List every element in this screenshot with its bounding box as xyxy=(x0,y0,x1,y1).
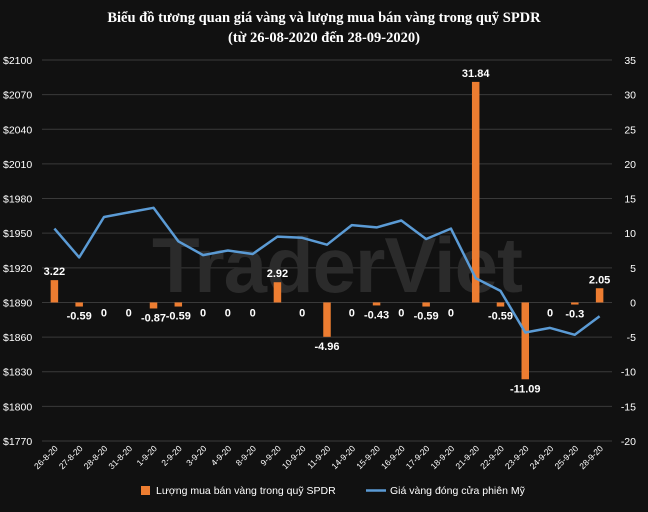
x-axis-tick-label: 25-9-20 xyxy=(552,443,580,471)
bar xyxy=(521,302,530,380)
x-axis-tick-label: 14-9-20 xyxy=(329,443,357,471)
x-axis-tick-label: 27-8-20 xyxy=(57,443,85,471)
x-axis-tick-label: 1-9-20 xyxy=(134,443,159,468)
bar-data-label: 0 xyxy=(225,307,231,319)
right-axis-tick-label: 5 xyxy=(630,263,636,275)
x-axis-tick-label: 21-9-20 xyxy=(453,443,481,471)
x-axis-tick-label: 18-9-20 xyxy=(429,443,457,471)
bar xyxy=(595,288,604,303)
bar xyxy=(323,302,331,337)
x-axis-tick-label: 8-9-20 xyxy=(234,443,259,468)
x-axis-tick-label: 24-9-20 xyxy=(528,443,556,471)
right-axis-tick-label: 20 xyxy=(624,159,636,171)
watermark: TraderViet xyxy=(152,221,523,309)
bar-data-label: 0 xyxy=(398,307,404,319)
bar-data-label: 0 xyxy=(448,307,454,319)
left-axis-tick-label: $1950 xyxy=(3,228,32,240)
right-axis-tick-label: -15 xyxy=(621,401,636,413)
bar-data-label: -4.96 xyxy=(314,341,339,353)
bar-data-label: -0.59 xyxy=(488,311,513,323)
bar xyxy=(149,302,158,309)
bar-data-label: 2.92 xyxy=(267,268,288,280)
chart-title: Biểu đồ tương quan giá vàng và lượng mua… xyxy=(107,10,541,26)
bar-data-label: 0 xyxy=(250,307,256,319)
right-axis-tick-label: -20 xyxy=(621,436,636,448)
x-axis-tick-label: 10-9-20 xyxy=(280,443,308,471)
bar xyxy=(174,302,183,307)
right-axis-tick-label: 10 xyxy=(624,228,636,240)
bar-data-label: 0 xyxy=(547,307,553,319)
left-axis-tick-label: $1890 xyxy=(3,297,32,309)
bar xyxy=(273,282,282,303)
x-axis-tick-label: 31-8-20 xyxy=(106,443,134,471)
bar-data-label: -0.59 xyxy=(166,311,191,323)
left-axis-tick-label: $2010 xyxy=(3,159,32,171)
bar xyxy=(496,302,505,307)
line-series xyxy=(53,206,601,337)
bar xyxy=(571,302,579,305)
bar-data-label: 2.05 xyxy=(589,274,610,286)
bar xyxy=(471,81,480,303)
x-axis-tick-label: 15-9-20 xyxy=(354,443,382,471)
bar-data-label: 0 xyxy=(126,307,132,319)
bar-data-label: 3.22 xyxy=(44,266,65,278)
legend-label-line: Giá vàng đóng cửa phiên Mỹ xyxy=(390,485,526,497)
right-axis-tick-label: 35 xyxy=(624,55,636,67)
right-axis-tick-label: 25 xyxy=(624,124,636,136)
bar-data-label: 0 xyxy=(349,307,355,319)
right-axis-tick-label: 0 xyxy=(630,297,636,309)
left-axis-tick-label: $1830 xyxy=(3,367,32,379)
bar-data-label: -0.87 xyxy=(141,312,166,324)
x-axis-tick-label: 11-9-20 xyxy=(305,443,333,471)
bar xyxy=(50,280,59,303)
x-axis-tick-label: 22-9-20 xyxy=(478,443,506,471)
x-axis-tick-label: 17-9-20 xyxy=(404,443,432,471)
left-axis-tick-label: $1980 xyxy=(3,194,32,206)
left-axis-tick-label: $1860 xyxy=(3,332,32,344)
bar-data-label: 0 xyxy=(299,307,305,319)
x-axis-tick-label: 4-9-20 xyxy=(209,443,234,468)
bar-data-label: -0.59 xyxy=(414,311,439,323)
left-axis-tick-label: $1770 xyxy=(3,436,32,448)
bar-data-label: -0.43 xyxy=(364,309,389,321)
legend-label-bar: Lượng mua bán vàng trong quỹ SPDR xyxy=(156,485,336,497)
legend-swatch-bar xyxy=(141,486,150,495)
right-axis-tick-label: -5 xyxy=(627,332,636,344)
bar xyxy=(75,302,83,307)
right-axis-tick-label: 30 xyxy=(624,90,636,102)
x-axis-tick-label: 28-9-20 xyxy=(577,443,605,471)
bar xyxy=(422,302,430,307)
x-axis-tick-label: 3-9-20 xyxy=(184,443,209,468)
bar-data-label: 0 xyxy=(101,307,107,319)
x-axis-tick-label: 28-8-20 xyxy=(82,443,110,471)
left-axis-tick-label: $1800 xyxy=(3,401,32,413)
bar-data-label: 31.84 xyxy=(462,68,490,80)
x-axis-tick-label: 16-9-20 xyxy=(379,443,407,471)
bar xyxy=(372,302,381,306)
left-axis-tick-label: $1920 xyxy=(3,263,32,275)
right-axis-tick-label: 15 xyxy=(624,194,636,206)
x-axis-tick-label: 2-9-20 xyxy=(159,443,184,468)
left-axis-tick-label: $2100 xyxy=(3,55,32,67)
left-axis-tick-label: $2040 xyxy=(3,124,32,136)
left-axis-tick-label: $2070 xyxy=(3,90,32,102)
x-axis-tick-label: 26-8-20 xyxy=(32,443,60,471)
right-axis-tick-label: -10 xyxy=(621,367,636,379)
chart-subtitle: (từ 26-08-2020 đến 28-09-2020) xyxy=(228,30,420,46)
x-axis-tick-label: 23-9-20 xyxy=(503,443,531,471)
bar-data-label: -0.59 xyxy=(67,311,92,323)
bar-data-label: -11.09 xyxy=(510,383,541,395)
bar-data-label: -0.3 xyxy=(565,309,584,321)
bar-data-label: 0 xyxy=(200,307,206,319)
